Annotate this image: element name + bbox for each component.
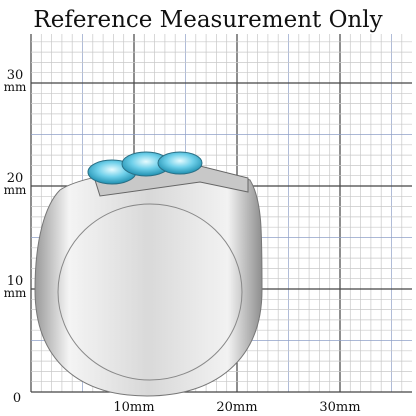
ring-hole <box>59 205 241 379</box>
y-label-number: 10 <box>7 274 24 289</box>
origin-label: 0 <box>13 391 21 406</box>
title: Reference Measurement Only <box>33 7 382 33</box>
ring-inner-edge <box>57 203 243 381</box>
stone-right <box>157 151 203 175</box>
y-label-number: 20 <box>7 171 24 186</box>
ring <box>34 151 263 397</box>
y-label-unit: mm <box>4 80 27 94</box>
x-label: 10mm <box>113 400 154 415</box>
y-label-number: 30 <box>7 68 24 83</box>
x-label: 20mm <box>216 400 257 415</box>
y-label-unit: mm <box>4 286 27 300</box>
y-label-unit: mm <box>4 183 27 197</box>
x-label: 30mm <box>319 400 360 415</box>
